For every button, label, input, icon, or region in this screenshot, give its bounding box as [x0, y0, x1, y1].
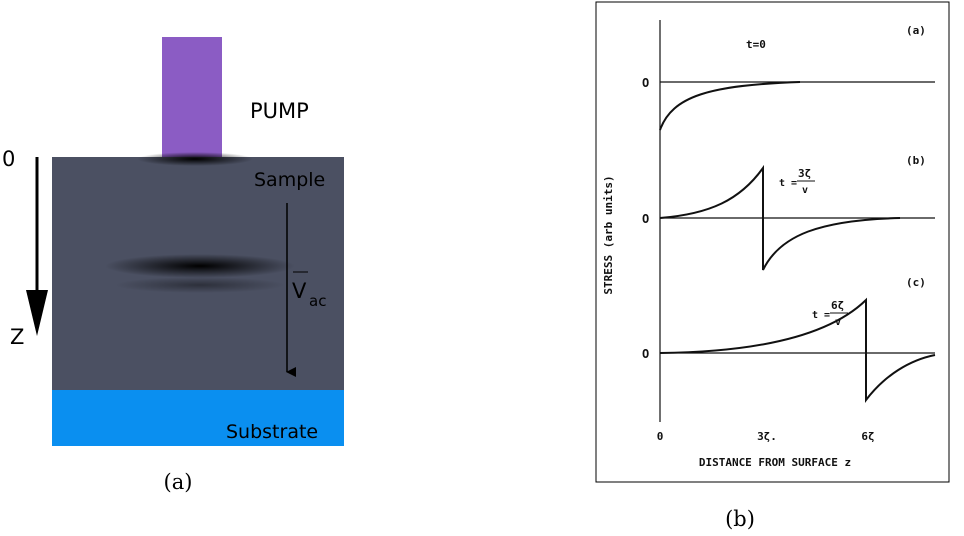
plot-label: (a) — [906, 24, 926, 37]
time-numerator: 6ζ — [831, 299, 844, 312]
sample-label: Sample — [254, 169, 325, 191]
stress-curve — [659, 81, 801, 131]
x-tick-label: 0 — [657, 430, 664, 443]
substrate-layer — [52, 390, 344, 446]
caption: (a) — [164, 470, 193, 494]
x-tick-label: 3ζ. — [757, 430, 777, 443]
frame — [595, 1, 950, 483]
time-denominator: v — [835, 317, 841, 328]
velocity-label: V — [292, 279, 307, 303]
time-numerator: 3ζ — [798, 167, 811, 180]
zero-label: O — [642, 76, 649, 90]
zero-label: O — [642, 347, 649, 361]
strain-pulse-tail — [115, 277, 285, 293]
depth-arrowhead — [26, 290, 48, 336]
velocity-subscript: ac — [309, 292, 326, 310]
origin-label: 0 — [2, 147, 15, 171]
x-axis-label: DISTANCE FROM SURFACE z — [699, 456, 851, 469]
time-label: t=0 — [746, 38, 766, 51]
strain-pulse — [105, 254, 295, 278]
plot-label: (c) — [906, 276, 926, 289]
time-prefix: t = — [779, 178, 797, 189]
panel-b-text: O O O (a) (b) (c) t=0 t = 3ζ v t = 6ζ v … — [602, 24, 926, 469]
pump-label: PUMP — [250, 99, 309, 123]
plot-label: (b) — [906, 154, 926, 167]
substrate-label: Substrate — [226, 421, 318, 443]
pump-spot — [137, 152, 253, 166]
time-prefix: t = — [812, 310, 830, 321]
depth-label: Z — [10, 325, 24, 349]
x-tick-label: 6ζ — [861, 430, 874, 443]
zero-label: O — [642, 212, 649, 226]
panel-b — [595, 1, 950, 483]
stress-curve — [659, 164, 901, 271]
time-denominator: v — [802, 185, 808, 196]
stress-curve — [659, 297, 936, 403]
panel-a: PUMP 0 Z Sample V ac Substrate (a) — [2, 37, 344, 494]
y-axis-label: STRESS (arb units) — [602, 175, 615, 294]
pump-beam — [162, 37, 222, 157]
caption: (b) — [725, 507, 755, 531]
